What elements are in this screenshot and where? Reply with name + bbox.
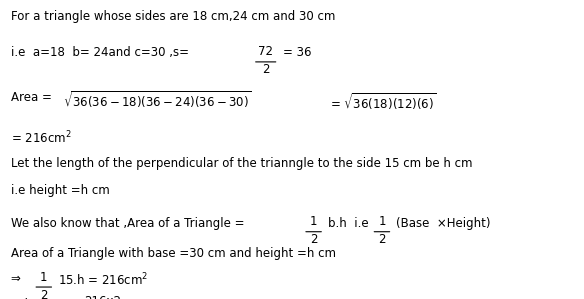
Text: = $\sqrt{36(18)(12)(6)}$: = $\sqrt{36(18)(12)(6)}$ (330, 91, 436, 112)
Text: i.e height =h cm: i.e height =h cm (11, 184, 109, 197)
Text: We also know that ,Area of a Triangle =: We also know that ,Area of a Triangle = (11, 217, 244, 230)
Text: Area =: Area = (11, 91, 51, 104)
Text: = 216cm$^{2}$: = 216cm$^{2}$ (11, 130, 71, 147)
Text: b.h  i.e: b.h i.e (328, 217, 369, 230)
Text: ⇒ h =: ⇒ h = (11, 298, 46, 299)
Text: 216x2: 216x2 (84, 295, 121, 299)
Text: 2: 2 (310, 233, 317, 246)
Text: ⇒: ⇒ (11, 272, 20, 285)
Text: $\sqrt{36(36-18)(36-24)(36-30)}$: $\sqrt{36(36-18)(36-24)(36-30)}$ (63, 90, 251, 110)
Text: 1: 1 (378, 215, 385, 228)
Text: 15.h = 216cm$^{2}$: 15.h = 216cm$^{2}$ (58, 272, 149, 289)
Text: Area of a Triangle with base =30 cm and height =h cm: Area of a Triangle with base =30 cm and … (11, 247, 336, 260)
Text: = 14.4cm: = 14.4cm (131, 298, 189, 299)
Text: 1: 1 (310, 215, 317, 228)
Text: 1: 1 (40, 271, 47, 283)
Text: = 36: = 36 (283, 46, 312, 59)
Text: For a triangle whose sides are 18 cm,24 cm and 30 cm: For a triangle whose sides are 18 cm,24 … (11, 10, 335, 23)
Text: 2: 2 (262, 63, 269, 76)
Text: 2: 2 (40, 289, 47, 299)
Text: 72: 72 (258, 45, 273, 58)
Text: (Base  ×Height): (Base ×Height) (396, 217, 491, 230)
Text: 2: 2 (378, 233, 385, 246)
Text: Let the length of the perpendicular of the trianngle to the side 15 cm be h cm: Let the length of the perpendicular of t… (11, 157, 472, 170)
Text: i.e  a=18  b= 24and c=30 ,s=: i.e a=18 b= 24and c=30 ,s= (11, 46, 189, 59)
